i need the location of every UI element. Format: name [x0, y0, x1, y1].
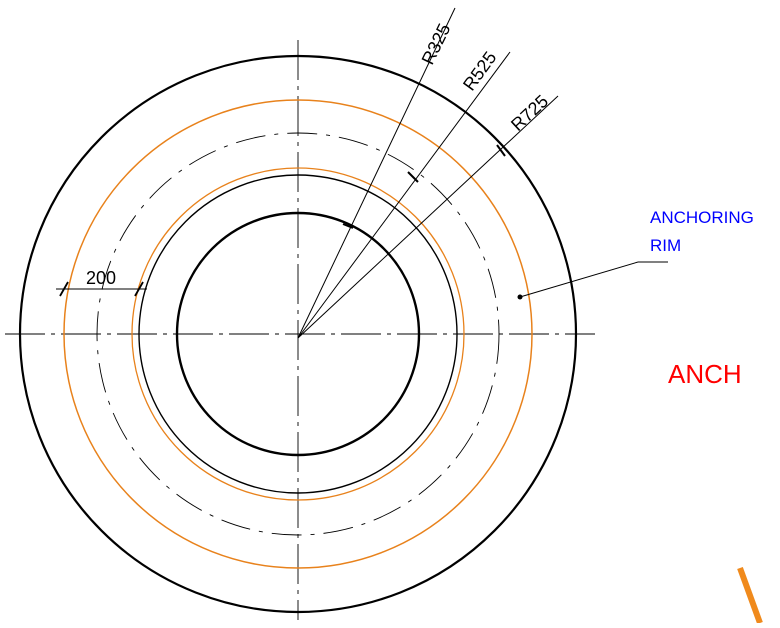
radius-label-r725: R725: [507, 91, 552, 135]
callout-label-line1: ANCHORING: [650, 208, 754, 227]
dimension-label-200: 200: [86, 268, 116, 288]
title-fragment: ANCH: [668, 359, 742, 389]
callout-label-line2: RIM: [650, 236, 681, 255]
outer-rim-circle: [63, 99, 533, 569]
mid-circle: [138, 174, 458, 494]
radius-label-r525: R525: [459, 48, 500, 95]
radius-line-r325: [297, 7, 456, 339]
radius-line-r725: [297, 95, 559, 339]
orange-stroke-fragment: [737, 566, 763, 625]
outer-circle: [18, 54, 578, 614]
radius-line-r525: [297, 51, 511, 339]
tick-r525: [407, 171, 419, 183]
radius-label-r325: R325: [418, 20, 455, 67]
callout-leader-line: [519, 261, 639, 298]
callout-dot: [517, 294, 523, 300]
bolt-circle: [96, 132, 500, 536]
tick-r725: [496, 144, 506, 157]
dimension-tick-left: [59, 281, 69, 297]
inner-rim-circle: [131, 167, 465, 501]
dimension-tick-right: [134, 281, 144, 297]
inner-circle: [175, 211, 421, 457]
tick-r325: [342, 223, 354, 229]
